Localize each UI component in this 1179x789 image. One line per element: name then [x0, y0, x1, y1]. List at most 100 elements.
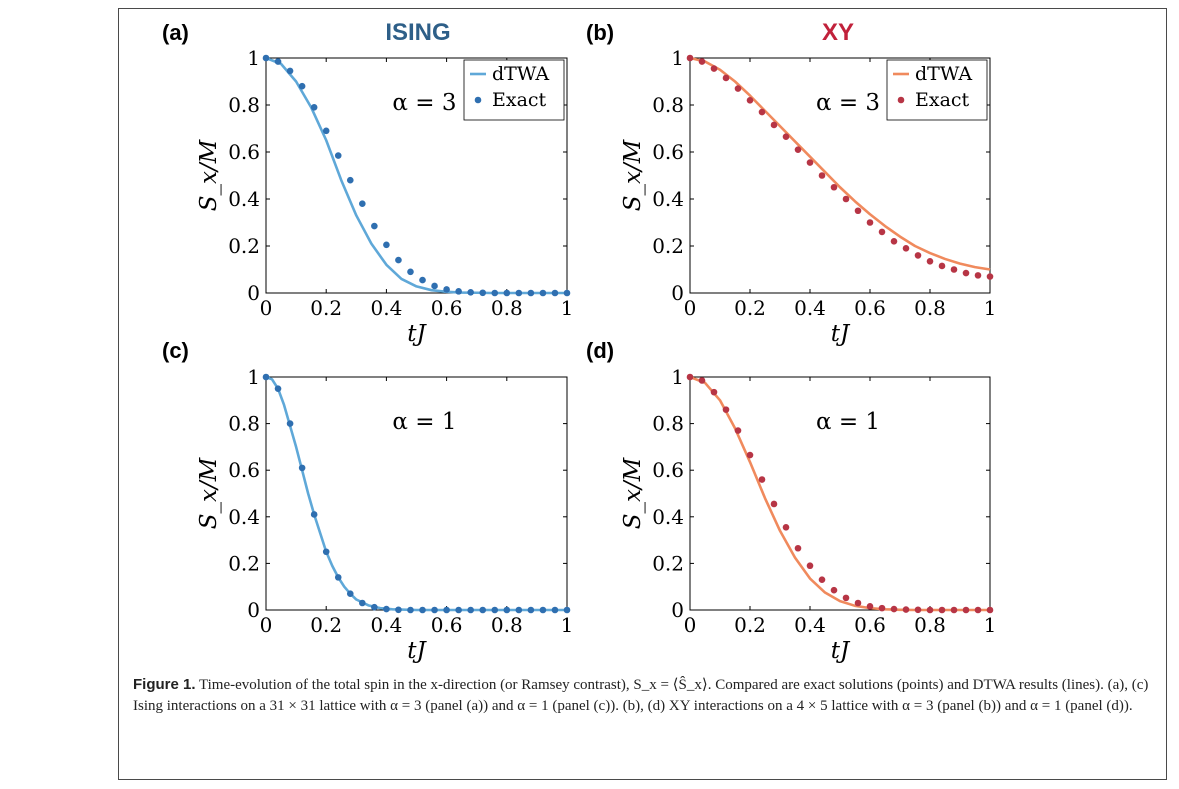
x-tick-label: 0.8	[491, 296, 523, 320]
panel-label-c: (c)	[162, 338, 189, 363]
data-point-exact	[794, 544, 802, 552]
caption-text: Time-evolution of the total spin in the …	[133, 677, 1149, 714]
y-tick-label: 0.6	[652, 140, 684, 164]
chart-panel-2: 0 0.2 0.4 0.6 0.8 1 0 0.2 0.4 0.6 0.8 1 tJ S_x/M α = 3…	[620, 46, 996, 347]
data-point-exact	[818, 576, 826, 584]
x-tick-label: 0	[260, 613, 273, 637]
x-tick-label: 1	[984, 613, 997, 637]
data-point-exact	[395, 256, 402, 264]
y-tick-label: 0.4	[652, 187, 684, 211]
data-point-exact	[383, 605, 390, 613]
x-axis-label: tJ	[831, 638, 851, 664]
data-point-exact	[722, 406, 730, 413]
data-point-exact	[491, 289, 499, 297]
data-point-exact	[527, 606, 535, 614]
data-point-exact	[842, 594, 850, 602]
data-point-exact	[878, 604, 886, 612]
data-point-exact	[551, 606, 559, 614]
chart-panel-4: 0 0.2 0.4 0.6 0.8 1 0 0.2 0.4 0.6 0.8 1 tJ S_x/M α = 1	[620, 365, 996, 664]
data-point-exact	[758, 108, 766, 116]
data-point-exact	[746, 451, 754, 459]
data-point-exact	[926, 606, 934, 614]
legend-entry: dTWA	[915, 63, 972, 85]
data-point-exact	[479, 289, 487, 297]
data-point-exact	[842, 195, 850, 203]
data-point-exact	[371, 603, 378, 611]
data-point-exact	[551, 289, 559, 297]
data-point-exact	[346, 176, 354, 184]
data-point-exact	[467, 606, 474, 614]
y-tick-label: 0	[247, 598, 260, 622]
y-tick-label: 0.6	[228, 140, 260, 164]
x-axis-label: tJ	[407, 321, 427, 347]
y-tick-label: 0.6	[228, 458, 260, 482]
y-tick-label: 0.2	[652, 234, 684, 258]
data-point-exact	[938, 262, 946, 270]
y-tick-label: 0.2	[652, 551, 684, 575]
data-point-exact	[443, 606, 450, 614]
data-point-exact	[298, 464, 306, 472]
data-point-exact	[686, 373, 694, 381]
y-tick-label: 0	[247, 281, 260, 305]
data-point-exact	[806, 562, 814, 570]
data-point-exact	[359, 200, 366, 207]
data-point-exact	[395, 606, 402, 614]
data-point-exact	[262, 54, 270, 62]
data-point-exact	[527, 289, 535, 297]
data-point-exact	[902, 245, 910, 252]
data-point-exact	[866, 219, 874, 226]
data-point-exact	[359, 599, 366, 607]
x-tick-label: 0.2	[734, 613, 766, 637]
data-point-exact	[914, 606, 922, 614]
data-point-exact	[986, 273, 994, 280]
x-tick-label: 0.6	[431, 613, 463, 637]
data-point-exact	[890, 238, 898, 245]
data-point-exact	[830, 183, 838, 191]
x-tick-label: 0.2	[310, 296, 342, 320]
y-tick-label: 0.8	[228, 412, 260, 436]
data-point-exact	[515, 289, 523, 297]
data-point-exact	[274, 58, 282, 65]
data-point-exact	[734, 85, 742, 92]
data-point-exact	[419, 276, 426, 284]
figure-canvas: (a) (b) (c) (d) ISING XY 0 0.2 0.4 0.6 0.8 10…	[162, 19, 996, 664]
axes-frame	[689, 57, 991, 294]
x-tick-label: 0.6	[854, 613, 886, 637]
data-point-exact	[770, 500, 778, 508]
data-point-exact	[503, 606, 511, 614]
data-point-exact	[926, 257, 934, 265]
y-tick-label: 0.8	[228, 93, 260, 117]
data-point-exact	[830, 586, 838, 594]
data-point-exact	[698, 58, 706, 65]
column-title-xy: XY	[822, 19, 854, 46]
x-tick-label: 1	[561, 296, 574, 320]
data-point-exact	[710, 65, 718, 72]
x-tick-label: 0	[684, 613, 697, 637]
data-point-exact	[407, 606, 414, 614]
data-point-exact	[914, 252, 922, 259]
y-axis-label: S_x/M	[620, 138, 646, 211]
legend-box	[886, 59, 988, 121]
data-point-exact	[686, 54, 694, 62]
x-tick-label: 0.8	[914, 296, 946, 320]
data-point-exact	[974, 272, 982, 279]
axes-frame	[689, 376, 991, 611]
legend-entry: Exact	[492, 89, 547, 111]
data-point-exact	[563, 606, 571, 614]
data-point-exact	[419, 606, 426, 614]
data-point-exact	[950, 266, 958, 273]
data-point-exact	[322, 548, 330, 556]
data-point-exact	[854, 207, 862, 215]
data-point-exact	[539, 289, 547, 297]
data-point-exact	[950, 606, 958, 614]
y-tick-label: 0	[671, 598, 684, 622]
legend-entry: dTWA	[492, 63, 549, 85]
legend-point-swatch	[897, 96, 905, 104]
legend-box	[463, 59, 565, 121]
data-point-exact	[890, 605, 898, 613]
y-axis-label: S_x/M	[620, 456, 646, 529]
data-point-exact	[758, 476, 766, 483]
x-tick-label: 0.4	[794, 296, 826, 320]
data-point-exact	[455, 288, 462, 295]
chart-panel-3: 0 0.2 0.4 0.6 0.8 1 0 0.2 0.4 0.6 0.8 1 tJ S_x/M α = 1	[196, 365, 573, 664]
